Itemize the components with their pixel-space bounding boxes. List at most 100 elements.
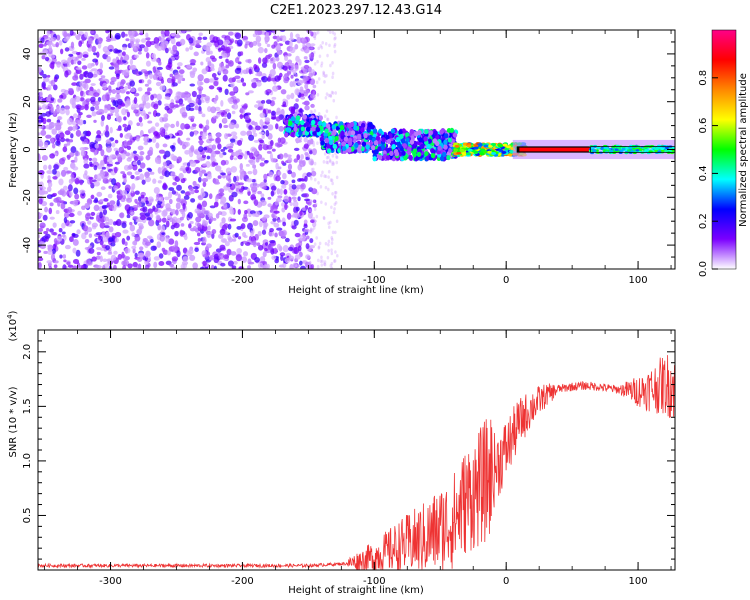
spectrogram-speck (300, 183, 306, 190)
spectrogram-speck (192, 185, 199, 190)
spectrogram-speck (99, 198, 104, 203)
spectrogram-speck (326, 117, 330, 122)
spectrogram-speck (195, 97, 200, 104)
spectrogram-speck (302, 114, 308, 120)
spectrogram-speck (202, 260, 207, 267)
spectrogram-speck (130, 211, 135, 216)
spectrogram-speck (100, 186, 106, 191)
spectrogram-speck (61, 59, 68, 64)
spectrogram-speck (295, 115, 301, 121)
spectrogram-speck (311, 126, 316, 132)
spectrogram-speck (268, 231, 275, 237)
spectrogram-speck (219, 228, 226, 236)
spectrogram-speck (231, 96, 237, 100)
spectrogram-speck (105, 244, 110, 251)
spectrogram-speck (209, 55, 216, 60)
spectrogram-speck (105, 139, 112, 144)
spectrogram-speck (186, 64, 192, 69)
spectrogram-speck (122, 195, 126, 200)
spectrogram-speck (130, 104, 135, 111)
spectrogram-speck (194, 166, 201, 173)
spectrogram-speck (77, 86, 83, 91)
spectrogram-speck (316, 93, 320, 97)
spectrogram-speck (483, 144, 489, 148)
spectrogram-speck (203, 146, 208, 151)
spectrogram-speck (291, 171, 296, 178)
spectrogram-speck (171, 33, 176, 37)
spectrogram-speck (315, 80, 319, 85)
spectrogram-speck (279, 252, 286, 257)
spectrogram-speck (198, 106, 202, 113)
spectrogram-speck (295, 138, 300, 144)
spectrogram-speck (279, 137, 286, 144)
spectrogram-speck (317, 112, 321, 116)
spectrogram-speck (159, 175, 164, 180)
spectrogram-speck (270, 157, 277, 163)
spectrogram-speck (84, 238, 90, 244)
spectrogram-speck (297, 196, 301, 202)
spectrogram-speck (172, 44, 178, 52)
spectrogram-speck (227, 148, 234, 153)
spectrogram-speck (614, 148, 619, 151)
spectrogram-speck (233, 175, 237, 183)
spectrogram-speck (155, 142, 160, 149)
spectrogram-speck (139, 30, 144, 34)
spectrogram-speck (118, 146, 125, 154)
spectrogram-speck (137, 196, 142, 202)
spectrogram-speck (136, 256, 143, 262)
spectrogram-speck (306, 30, 312, 34)
spectrogram-speck (50, 79, 56, 87)
spectrogram-speck (122, 46, 127, 51)
spectrogram-speck (313, 242, 317, 246)
spectrogram-speck (156, 203, 161, 209)
spectrogram-speck (326, 187, 330, 192)
spectrogram-speck (188, 150, 194, 158)
spectrogram-speck (218, 192, 225, 197)
spectrogram-speck (51, 128, 57, 135)
spectrogram-speck (327, 239, 331, 244)
spectrogram-speck (206, 173, 212, 180)
spectrogram-speck (303, 64, 310, 69)
spectrogram-speck (90, 148, 96, 153)
spectrogram-speck (292, 69, 297, 75)
spectrogram-y-axis-label: Frequency (Hz) (8, 112, 19, 188)
spectrogram-speck (113, 250, 118, 255)
spectrogram-speck (82, 225, 89, 232)
spectrogram-speck (603, 146, 608, 150)
spectrogram-speck (312, 204, 318, 208)
spectrogram-speck (264, 242, 269, 246)
spectrogram-speck (162, 143, 168, 148)
spectrogram-speck (304, 59, 310, 64)
spectrogram-speck (50, 137, 55, 144)
spectrogram-speck (171, 245, 178, 252)
spectrogram-speck (322, 216, 326, 221)
spectrogram-speck (49, 36, 57, 42)
spectrogram-speck (220, 262, 226, 267)
spectrogram-speck (86, 130, 91, 137)
spectrogram-speck (87, 220, 92, 225)
spectrogram-speck (84, 170, 88, 176)
spectrogram-speck (300, 120, 305, 126)
spectrogram-speck (71, 82, 78, 86)
spectrogram-speck (372, 128, 378, 134)
spectrogram-speck (145, 32, 149, 39)
spectrogram-speck (228, 77, 234, 83)
spectrogram-speck (242, 186, 249, 190)
spectrogram-speck (302, 43, 306, 47)
spectrogram-speck (305, 156, 310, 161)
spectrogram-speck (288, 120, 293, 126)
spectrogram-speck (177, 193, 181, 201)
spectrogram-speck (179, 229, 184, 237)
spectrogram-speck (233, 151, 238, 157)
y-tick-label: 0 (22, 146, 33, 152)
spectrogram-speck (323, 174, 326, 178)
spectrogram-speck (318, 120, 323, 126)
spectrogram-speck (206, 51, 211, 56)
spectrogram-speck (282, 101, 287, 107)
spectrogram-speck (276, 61, 284, 69)
spectrogram-speck (272, 203, 276, 211)
spectrogram-speck (82, 119, 87, 125)
spectrogram-speck (233, 260, 238, 265)
spectrogram-speck (309, 80, 313, 84)
spectrogram-speck (52, 232, 58, 236)
